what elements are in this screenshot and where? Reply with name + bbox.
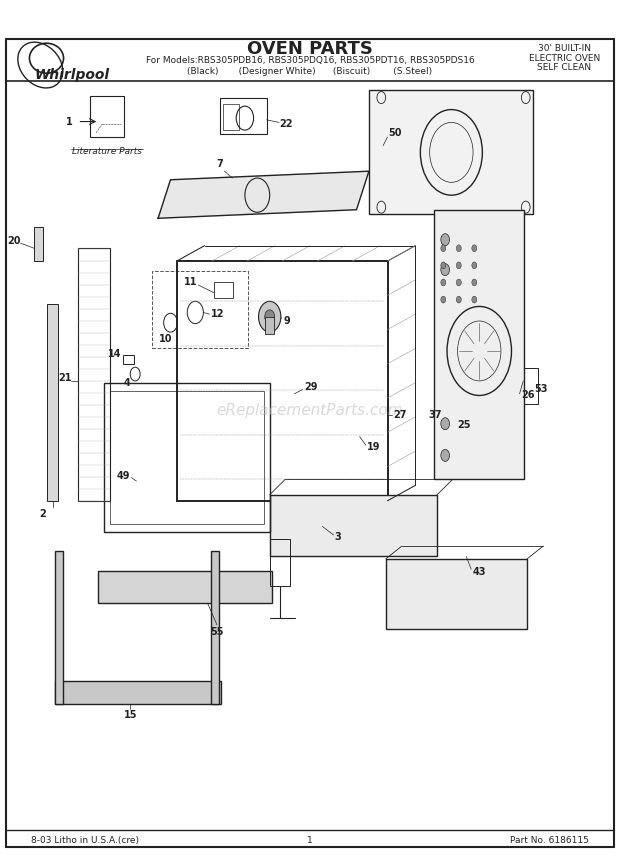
Text: 49: 49 (117, 471, 130, 481)
Circle shape (456, 296, 461, 303)
Text: 25: 25 (458, 420, 471, 431)
Text: 55: 55 (210, 627, 224, 637)
Bar (98, 571, 272, 603)
Text: 14: 14 (108, 349, 122, 360)
Text: 12: 12 (211, 309, 224, 319)
Text: Literature Parts: Literature Parts (72, 147, 141, 157)
Circle shape (472, 245, 477, 252)
Text: 21: 21 (58, 373, 71, 383)
Text: 20: 20 (7, 236, 20, 247)
Text: eReplacementParts.com: eReplacementParts.com (216, 403, 404, 419)
Circle shape (472, 296, 477, 303)
Circle shape (441, 262, 446, 269)
Text: 29: 29 (304, 382, 317, 392)
Text: 27: 27 (394, 410, 407, 420)
Text: SELF CLEAN: SELF CLEAN (537, 63, 591, 72)
Circle shape (265, 310, 275, 324)
Text: 37: 37 (428, 410, 441, 420)
Bar (90, 96, 124, 137)
Circle shape (441, 449, 450, 461)
Bar (123, 355, 134, 364)
Bar (104, 383, 270, 532)
Text: 11: 11 (184, 277, 197, 288)
Circle shape (441, 296, 446, 303)
Bar (34, 227, 43, 261)
Circle shape (472, 279, 477, 286)
Bar (55, 551, 63, 704)
Bar (434, 210, 524, 479)
Text: 4: 4 (123, 377, 130, 388)
Circle shape (441, 245, 446, 252)
Bar (152, 271, 248, 348)
Text: 7: 7 (216, 158, 223, 169)
Circle shape (441, 264, 450, 276)
Text: 53: 53 (534, 384, 548, 395)
Bar (369, 90, 533, 214)
Text: 19: 19 (367, 442, 381, 452)
Polygon shape (158, 171, 369, 218)
Text: OVEN PARTS: OVEN PARTS (247, 39, 373, 58)
Text: (Black)       (Designer White)      (Biscuit)        (S.Steel): (Black) (Designer White) (Biscuit) (S.St… (187, 67, 433, 75)
Bar (220, 98, 267, 134)
Bar (214, 282, 232, 298)
Bar (177, 261, 388, 501)
Text: 8-03 Litho in U.S.A.(cre): 8-03 Litho in U.S.A.(cre) (31, 836, 139, 845)
Circle shape (472, 262, 477, 269)
Circle shape (456, 262, 461, 269)
Text: 1: 1 (66, 116, 73, 127)
Text: 26: 26 (521, 390, 534, 401)
Bar (78, 248, 110, 501)
Text: 22: 22 (279, 119, 293, 129)
Text: Whirlpool: Whirlpool (34, 68, 109, 82)
Circle shape (456, 245, 461, 252)
Bar (386, 559, 527, 629)
Text: 2: 2 (39, 509, 45, 520)
Text: 3: 3 (335, 532, 342, 542)
Text: ELECTRIC OVEN: ELECTRIC OVEN (529, 54, 600, 62)
Circle shape (456, 279, 461, 286)
Text: 1: 1 (307, 836, 313, 845)
Text: 9: 9 (283, 316, 290, 326)
Bar (270, 539, 290, 586)
Text: 10: 10 (159, 334, 173, 344)
Circle shape (259, 301, 281, 332)
Bar (524, 368, 538, 404)
Circle shape (441, 234, 450, 246)
Text: Part No. 6186115: Part No. 6186115 (510, 836, 589, 845)
Circle shape (441, 279, 446, 286)
Bar (265, 317, 274, 334)
Text: 50: 50 (389, 128, 402, 138)
Text: 43: 43 (472, 567, 486, 577)
Text: 30' BUILT-IN: 30' BUILT-IN (538, 45, 591, 53)
Text: For Models:RBS305PDB16, RBS305PDQ16, RBS305PDT16, RBS305PDS16: For Models:RBS305PDB16, RBS305PDQ16, RBS… (146, 56, 474, 65)
Bar (223, 104, 239, 130)
Bar (47, 304, 58, 501)
Bar (55, 681, 221, 704)
Bar (211, 551, 219, 704)
Text: 15: 15 (123, 710, 137, 721)
Bar (110, 391, 264, 524)
Bar (270, 495, 437, 556)
Circle shape (441, 418, 450, 430)
